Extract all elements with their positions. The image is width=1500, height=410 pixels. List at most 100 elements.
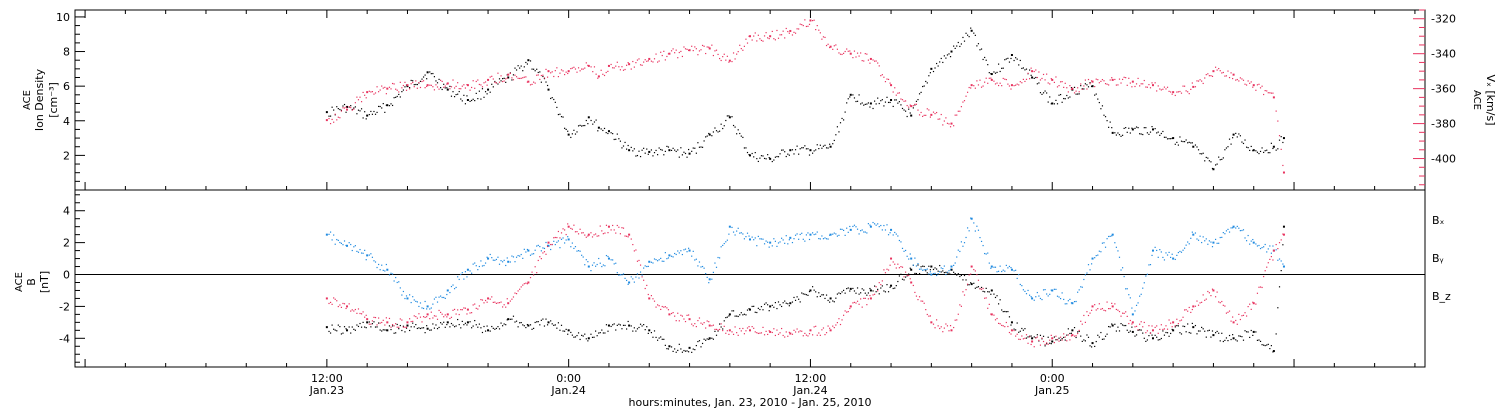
density-point-trace [736, 133, 738, 135]
by-point-trace [974, 230, 976, 232]
vx-point [1212, 70, 1215, 73]
bz-point-trace [604, 232, 606, 234]
density-point-trace [753, 156, 755, 158]
bx-point [749, 308, 751, 311]
bx-point-trace [374, 326, 377, 328]
bz-point-trace [701, 323, 704, 325]
bz-point-trace [571, 228, 573, 230]
by-point-trace [391, 273, 394, 275]
bx-point-trace [864, 292, 866, 294]
by-point-trace [373, 260, 375, 262]
density-point-trace [360, 108, 363, 110]
vx-point-trace [1201, 80, 1203, 82]
bx-point-trace [808, 290, 811, 293]
density-point-trace [959, 45, 961, 48]
vx-point-trace [914, 103, 916, 105]
density-point-trace [523, 66, 525, 68]
by-point-trace [1059, 297, 1062, 300]
bx-point-trace [478, 323, 480, 325]
vx-point-trace [1128, 77, 1130, 79]
density-point-trace [464, 103, 467, 105]
by-point-trace [1263, 246, 1265, 248]
vx-point-trace [990, 77, 992, 79]
density-point-trace [333, 109, 335, 111]
bx-point-trace [1174, 326, 1176, 328]
by-point-trace [1078, 289, 1080, 291]
bx-point-trace [345, 328, 347, 330]
bz-point-trace [714, 328, 716, 331]
vx-point-trace [593, 66, 596, 68]
vx-point-trace [429, 84, 431, 86]
by-point-trace [914, 257, 916, 259]
bx-point-trace [937, 270, 939, 272]
by-point-trace [1162, 256, 1164, 259]
bz-point-trace [1005, 321, 1007, 324]
density-point-trace [887, 101, 890, 104]
density-point-trace [1117, 132, 1119, 134]
bx-point-trace [557, 322, 560, 324]
vx-point-trace [331, 118, 333, 121]
bz-point-trace [664, 306, 666, 308]
bz-point-trace [982, 287, 984, 290]
bz-point-trace [641, 276, 643, 278]
vx-point-trace [815, 29, 817, 31]
vx-point-trace [471, 86, 473, 89]
vx-point-trace [1035, 69, 1037, 71]
vx-point-trace [329, 122, 332, 125]
vx-point-trace [1047, 82, 1049, 84]
by-point-trace [1002, 269, 1004, 271]
vx-point-trace [957, 110, 959, 112]
bz-point-trace [706, 320, 708, 322]
by-point-trace [605, 254, 608, 257]
bz-point-trace [756, 332, 758, 334]
bz-point-trace [906, 274, 908, 276]
bz-point-trace [567, 223, 569, 225]
bx-point-trace [742, 314, 744, 316]
bx-point-trace [619, 324, 622, 326]
density-point-trace [788, 154, 790, 156]
vx-point-trace [959, 110, 961, 112]
density-point [688, 152, 691, 155]
bz-point-trace [1222, 304, 1224, 306]
vx-point-trace [461, 85, 463, 87]
by-point-trace [1171, 253, 1173, 255]
vx-point-trace [872, 59, 874, 61]
density-point [648, 150, 651, 153]
density-axis-label-name: Ion Density [33, 68, 46, 131]
vx-point-trace [525, 76, 527, 78]
vx-point-trace [894, 87, 896, 89]
bx-point-trace [581, 334, 583, 336]
bx-point-trace [855, 292, 857, 294]
vx-point [628, 63, 631, 66]
bx-point-trace [1275, 333, 1277, 335]
bz-point [749, 329, 751, 332]
vx-point-trace [559, 72, 561, 74]
bx-point-trace [402, 325, 405, 327]
by-point-trace [1053, 288, 1055, 290]
by-point-trace [756, 245, 758, 247]
density-point-trace [354, 106, 356, 108]
bz-point-trace [419, 316, 422, 318]
density-point-trace [564, 127, 566, 129]
bz-point-trace [667, 309, 670, 311]
by-point-trace [1211, 246, 1214, 248]
density-point-trace [1059, 93, 1062, 96]
vx-point-trace [1142, 83, 1144, 85]
bz-point-trace [498, 302, 501, 304]
bx-point-trace [1036, 334, 1038, 336]
bx-point-trace [1131, 326, 1133, 328]
density-point-trace [409, 87, 411, 89]
vx-point-trace [533, 81, 535, 83]
bx-point-trace [1219, 340, 1221, 342]
by-point-trace [526, 248, 529, 251]
bx-point-trace [846, 288, 848, 290]
vx-point-trace [382, 87, 384, 89]
bz-point-trace [348, 303, 350, 305]
vx-point-trace [1214, 66, 1217, 68]
bz-point-trace [739, 327, 741, 330]
density-point-trace [1156, 132, 1158, 134]
density-point-trace [1046, 92, 1048, 94]
by-point-trace [351, 249, 353, 252]
by-point-trace [708, 282, 710, 284]
bx-point-trace [832, 300, 834, 302]
